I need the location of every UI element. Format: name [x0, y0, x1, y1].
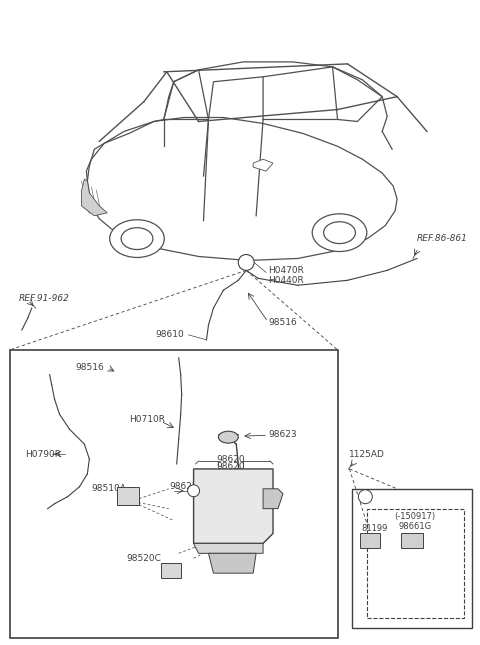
- Text: H0790R: H0790R: [25, 450, 61, 459]
- Ellipse shape: [324, 222, 355, 244]
- Text: 98510A: 98510A: [92, 484, 127, 493]
- Text: 98620: 98620: [216, 455, 245, 464]
- Circle shape: [238, 255, 254, 270]
- Ellipse shape: [218, 432, 238, 443]
- Polygon shape: [82, 179, 107, 216]
- Text: 98516: 98516: [75, 363, 104, 372]
- Text: REF.86-861: REF.86-861: [417, 234, 468, 243]
- Polygon shape: [193, 543, 263, 553]
- Text: a: a: [244, 258, 249, 267]
- Ellipse shape: [110, 220, 164, 257]
- Text: H0710R: H0710R: [129, 415, 165, 424]
- Text: REF.91-962: REF.91-962: [19, 293, 70, 303]
- Polygon shape: [263, 489, 283, 509]
- Text: 98620: 98620: [216, 462, 245, 471]
- Text: 98661G: 98661G: [398, 522, 432, 531]
- Bar: [10, 350, 337, 638]
- Text: 98516: 98516: [269, 317, 297, 326]
- Bar: [367, 509, 464, 618]
- Text: H0440R: H0440R: [268, 276, 304, 285]
- FancyBboxPatch shape: [117, 487, 139, 504]
- Text: 1125AD: 1125AD: [349, 450, 385, 459]
- FancyBboxPatch shape: [360, 533, 380, 548]
- Circle shape: [359, 490, 372, 504]
- FancyBboxPatch shape: [161, 563, 180, 578]
- Text: 98623: 98623: [269, 430, 297, 439]
- Text: 98520C: 98520C: [127, 554, 161, 563]
- Text: 81199: 81199: [361, 524, 387, 533]
- Text: 98610: 98610: [155, 330, 184, 339]
- Text: H0470R: H0470R: [268, 266, 304, 275]
- Ellipse shape: [121, 228, 153, 250]
- Text: 98622: 98622: [169, 482, 198, 491]
- Polygon shape: [253, 159, 273, 171]
- FancyBboxPatch shape: [401, 533, 423, 548]
- Text: (-150917): (-150917): [395, 512, 435, 521]
- Polygon shape: [208, 553, 256, 573]
- Ellipse shape: [312, 213, 367, 252]
- Text: a: a: [363, 492, 368, 501]
- Circle shape: [188, 485, 200, 497]
- Polygon shape: [193, 469, 273, 543]
- Bar: [352, 489, 471, 628]
